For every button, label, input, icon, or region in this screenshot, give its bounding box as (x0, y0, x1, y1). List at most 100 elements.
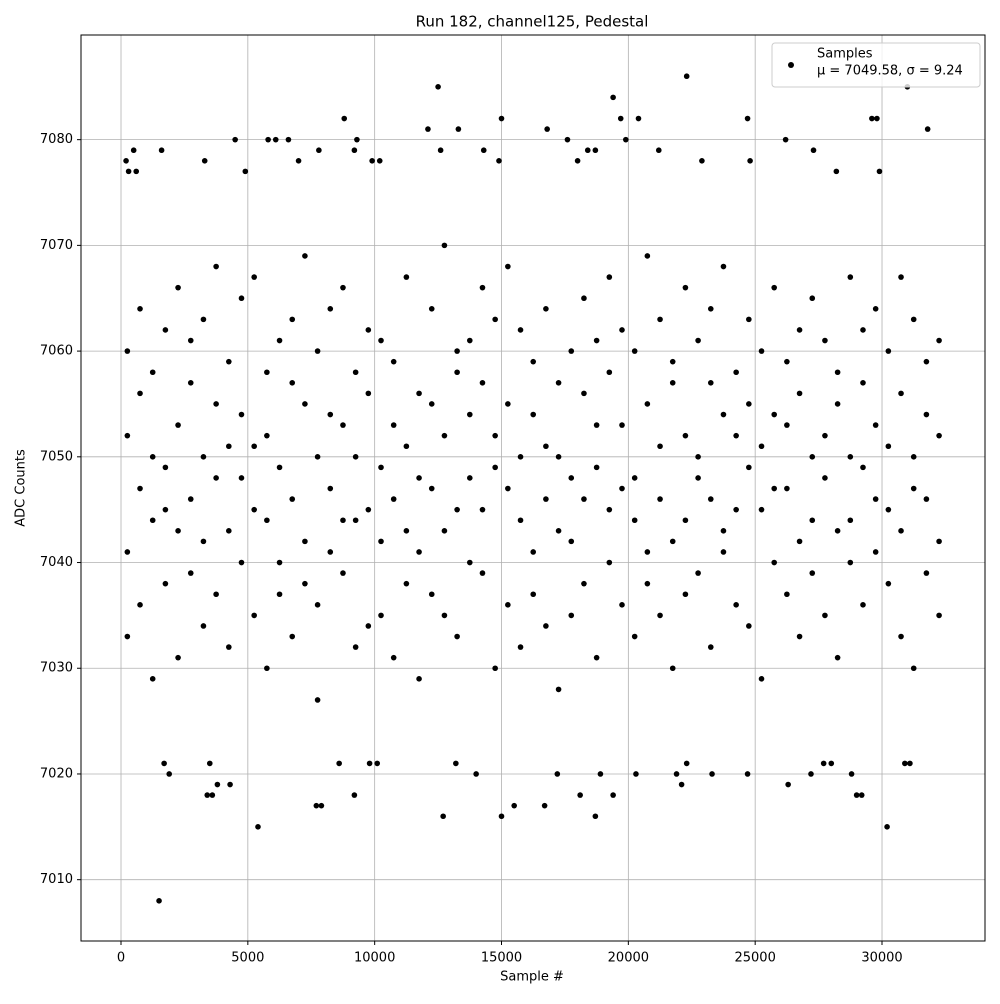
legend-box (771, 42, 981, 88)
point (314, 348, 321, 354)
point (720, 528, 727, 534)
point (910, 316, 917, 323)
point (809, 517, 816, 524)
point (910, 454, 917, 460)
y-tick-label: 7050 (40, 449, 73, 464)
point (251, 443, 257, 450)
point (834, 654, 841, 661)
point (593, 464, 600, 471)
point (238, 295, 245, 302)
point (416, 390, 422, 397)
point (204, 792, 211, 798)
point (187, 570, 194, 576)
point (631, 475, 638, 481)
point (390, 422, 397, 428)
y-tick-label: 7030 (40, 661, 73, 676)
point (746, 316, 752, 323)
point (822, 475, 828, 481)
x-tick-label: 5000 (231, 951, 264, 966)
point (264, 369, 270, 376)
point (617, 115, 624, 122)
point (746, 464, 752, 471)
point (872, 422, 879, 428)
point (568, 348, 575, 354)
point (441, 432, 448, 439)
point (669, 358, 676, 365)
point (858, 792, 865, 798)
point (898, 274, 904, 280)
point (455, 126, 462, 132)
point (161, 760, 167, 767)
point (124, 633, 131, 640)
point (593, 422, 600, 428)
point (910, 665, 917, 672)
point (354, 136, 360, 143)
point (898, 390, 904, 397)
point (492, 432, 498, 439)
point (428, 306, 435, 312)
point (885, 443, 892, 450)
point (511, 802, 517, 809)
point (238, 411, 245, 418)
legend-stats: μ = 7049.58, σ = 9.24 (817, 64, 963, 79)
point (505, 602, 511, 608)
point (784, 485, 790, 492)
point (479, 284, 486, 291)
point (492, 665, 498, 672)
point (872, 549, 879, 555)
point (137, 306, 143, 312)
point (428, 591, 435, 598)
point (226, 528, 232, 534)
point (162, 506, 169, 513)
point (162, 580, 169, 587)
point (834, 369, 841, 376)
point (505, 485, 511, 492)
points (123, 73, 942, 904)
point (631, 348, 638, 354)
point (619, 422, 625, 428)
point (327, 306, 334, 312)
point (847, 559, 854, 566)
point (907, 760, 913, 767)
point (784, 591, 790, 598)
point (833, 168, 840, 175)
point (623, 136, 629, 143)
point (631, 633, 638, 640)
point (251, 612, 257, 619)
point (498, 115, 505, 122)
point (276, 464, 283, 471)
point (860, 380, 866, 386)
point (125, 168, 132, 175)
point (673, 771, 680, 777)
point (860, 464, 866, 471)
point (517, 517, 524, 524)
point (796, 538, 803, 545)
point (314, 697, 321, 703)
point (707, 306, 714, 312)
point (910, 485, 917, 492)
point (923, 411, 930, 418)
point (124, 348, 131, 354)
point (695, 454, 701, 460)
point (289, 316, 296, 323)
point (568, 538, 575, 545)
point (352, 454, 359, 460)
point (543, 443, 549, 450)
point (441, 242, 448, 249)
point (453, 760, 459, 767)
point (530, 411, 537, 418)
point (149, 517, 156, 524)
point (744, 771, 751, 777)
point (175, 422, 181, 428)
point (213, 401, 219, 407)
point (302, 253, 308, 259)
point (437, 147, 444, 154)
point (390, 654, 397, 661)
point (232, 136, 238, 143)
point (530, 549, 537, 555)
point (454, 348, 460, 354)
point (272, 136, 279, 143)
point (425, 126, 431, 132)
point (923, 570, 930, 576)
point (480, 147, 487, 154)
